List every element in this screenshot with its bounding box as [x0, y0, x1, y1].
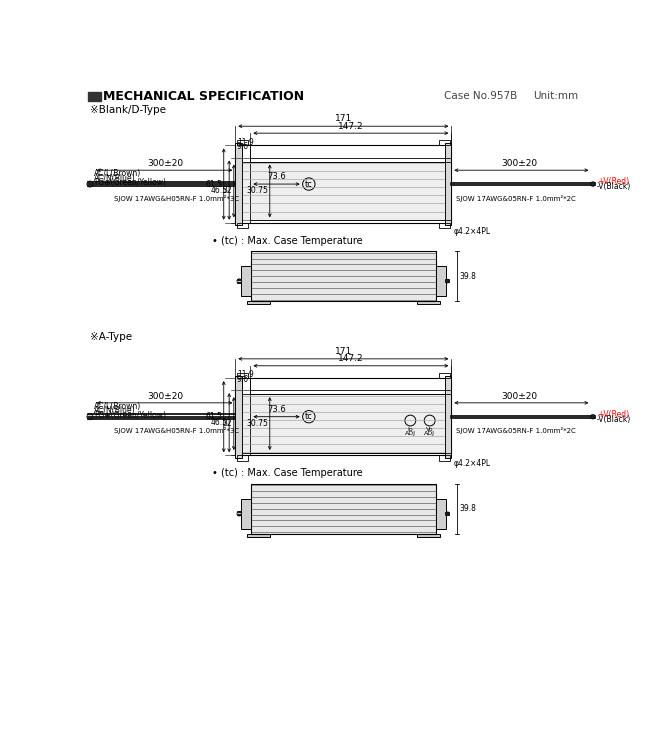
Circle shape	[237, 512, 242, 516]
Text: 46.5: 46.5	[210, 186, 228, 194]
Text: +V(Red): +V(Red)	[597, 410, 629, 419]
Text: 30.75: 30.75	[247, 186, 268, 195]
Text: AC/N(Blue): AC/N(Blue)	[94, 173, 135, 183]
Text: Unit:mm: Unit:mm	[533, 91, 578, 101]
Circle shape	[87, 414, 93, 420]
Circle shape	[446, 512, 450, 515]
Text: 61.5: 61.5	[205, 180, 222, 189]
Text: ADJ: ADJ	[405, 431, 416, 436]
Bar	[439, 223, 450, 228]
Bar	[247, 534, 270, 537]
Text: -V(Black): -V(Black)	[597, 182, 631, 191]
Text: FG⊕(Green/Yellow): FG⊕(Green/Yellow)	[94, 411, 166, 420]
Text: ※Blank/D-Type: ※Blank/D-Type	[90, 105, 166, 115]
Bar	[445, 376, 452, 458]
Circle shape	[590, 414, 595, 419]
Text: 300±20: 300±20	[501, 159, 537, 168]
Bar	[247, 301, 270, 304]
Text: SJOW 17AWG&05RN-F 1.0mm²*2C: SJOW 17AWG&05RN-F 1.0mm²*2C	[456, 428, 576, 434]
Text: 73.6: 73.6	[267, 172, 286, 181]
Text: 73.6: 73.6	[267, 405, 286, 414]
Circle shape	[237, 279, 242, 284]
Text: 39.8: 39.8	[460, 504, 476, 513]
Text: 11.9: 11.9	[237, 371, 254, 379]
Text: φ4.2×4PL: φ4.2×4PL	[454, 459, 491, 468]
Bar	[439, 140, 450, 145]
Text: SJOW 17AWG&05RN-F 1.0mm²*2C: SJOW 17AWG&05RN-F 1.0mm²*2C	[456, 195, 576, 202]
Text: AC/L(Brown): AC/L(Brown)	[94, 401, 141, 411]
Text: 300±20: 300±20	[147, 159, 184, 168]
Bar	[237, 223, 248, 228]
Text: • (tc) : Max. Case Temperature: • (tc) : Max. Case Temperature	[212, 236, 362, 246]
Text: tc: tc	[305, 412, 313, 421]
Text: 171: 171	[335, 346, 352, 356]
Text: 300±20: 300±20	[501, 392, 537, 401]
Text: 11.9: 11.9	[237, 137, 254, 147]
Text: 171: 171	[335, 114, 352, 123]
Text: MECHANICAL SPECIFICATION: MECHANICAL SPECIFICATION	[103, 90, 304, 102]
Bar	[235, 378, 452, 455]
Text: 9.6: 9.6	[237, 375, 249, 384]
Text: ※A-Type: ※A-Type	[90, 332, 132, 342]
Text: φ4.2×4PL: φ4.2×4PL	[454, 227, 491, 235]
Bar	[417, 534, 440, 537]
Bar	[242, 162, 445, 220]
Text: -V(Black): -V(Black)	[597, 414, 631, 423]
Bar	[241, 266, 251, 296]
Circle shape	[446, 279, 450, 283]
Bar	[439, 455, 450, 461]
Bar	[237, 140, 248, 145]
Text: 9.6: 9.6	[237, 143, 249, 151]
Text: AC/N(Blue): AC/N(Blue)	[94, 406, 135, 415]
Bar	[436, 499, 446, 529]
Text: 147.2: 147.2	[338, 122, 364, 131]
Bar	[242, 394, 445, 453]
Text: 61.5: 61.5	[205, 412, 222, 421]
Bar	[251, 251, 436, 301]
Bar	[439, 373, 450, 378]
Text: Case No.957B: Case No.957B	[444, 91, 517, 101]
Text: AC/L(Brown): AC/L(Brown)	[94, 169, 141, 178]
Text: ADJ: ADJ	[424, 431, 436, 436]
Text: Io: Io	[407, 428, 413, 433]
Text: Vo: Vo	[426, 428, 433, 433]
Bar	[237, 455, 248, 461]
Text: 32: 32	[222, 186, 232, 195]
Text: • (tc) : Max. Case Temperature: • (tc) : Max. Case Temperature	[212, 469, 362, 478]
Bar	[417, 301, 440, 304]
Text: tc: tc	[305, 180, 313, 189]
Bar	[237, 373, 248, 378]
Bar	[251, 484, 436, 534]
Text: 39.8: 39.8	[460, 272, 476, 281]
Bar	[436, 266, 446, 296]
Bar	[235, 376, 242, 458]
Text: FG⊕(Green/Yellow): FG⊕(Green/Yellow)	[94, 178, 166, 187]
Text: SJOW 17AWG&H05RN-F 1.0mm²*3C: SJOW 17AWG&H05RN-F 1.0mm²*3C	[115, 195, 240, 202]
Text: 300±20: 300±20	[147, 392, 184, 401]
Circle shape	[590, 182, 595, 186]
Text: 147.2: 147.2	[338, 355, 364, 363]
Text: 30.75: 30.75	[247, 419, 268, 428]
Bar	[235, 143, 242, 225]
Text: 46.5: 46.5	[210, 418, 228, 427]
Bar	[235, 145, 452, 223]
Circle shape	[87, 181, 93, 187]
Bar	[88, 91, 100, 101]
Text: SJOW 17AWG&H05RN-F 1.0mm²*3C: SJOW 17AWG&H05RN-F 1.0mm²*3C	[115, 428, 240, 434]
Text: 32: 32	[222, 419, 232, 428]
Text: +V(Red): +V(Red)	[597, 177, 629, 186]
Bar	[445, 143, 452, 225]
Bar	[241, 499, 251, 529]
